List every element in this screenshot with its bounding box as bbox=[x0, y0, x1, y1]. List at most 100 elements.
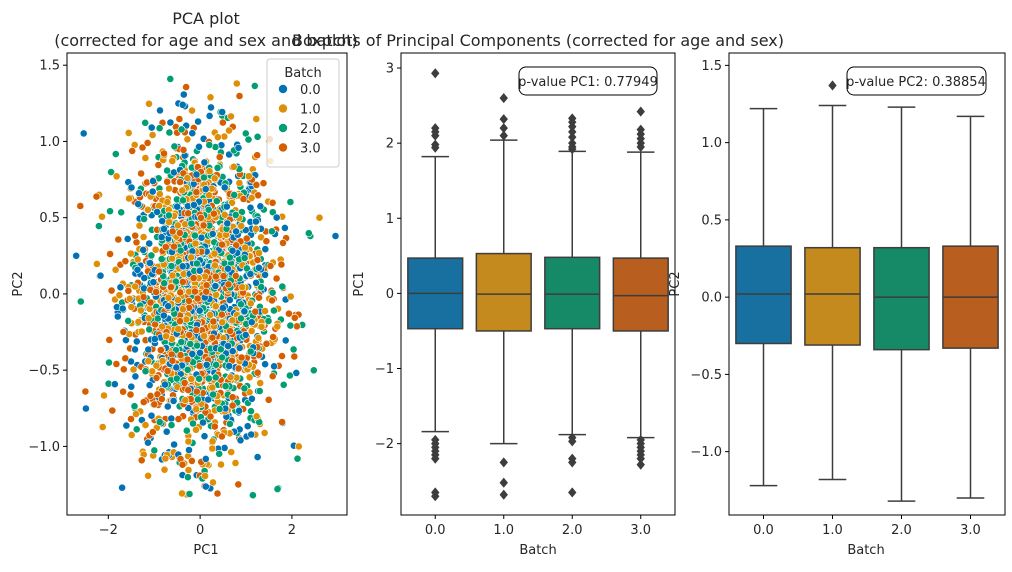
scatter-point bbox=[131, 231, 140, 240]
scatter-point bbox=[227, 448, 236, 456]
scatter-point bbox=[76, 202, 85, 210]
scatter-point bbox=[200, 432, 209, 441]
flier bbox=[499, 489, 508, 500]
scatter-point bbox=[192, 425, 200, 434]
pc2-xlabel: Batch bbox=[847, 543, 884, 558]
scatter-point bbox=[208, 333, 217, 342]
scatter-point bbox=[253, 368, 262, 377]
scatter-point bbox=[193, 395, 202, 404]
scatter-point bbox=[176, 246, 185, 255]
scatter-point bbox=[183, 135, 192, 144]
scatter-point bbox=[126, 390, 135, 399]
scatter-point bbox=[286, 321, 295, 330]
scatter-point bbox=[235, 343, 244, 352]
scatter-point bbox=[122, 421, 131, 430]
scatter-point bbox=[251, 307, 260, 316]
pc1-axes: 0.0 1.0 2.0 3.0 −2 −1 0 1 2 3 bbox=[375, 52, 676, 538]
scatter-point bbox=[107, 168, 115, 176]
scatter-point bbox=[206, 93, 215, 102]
scatter-point bbox=[290, 352, 299, 361]
scatter-point bbox=[241, 330, 250, 339]
scatter-point bbox=[158, 356, 167, 365]
scatter-point bbox=[166, 75, 175, 83]
scatter-point bbox=[178, 489, 186, 498]
scatter-point bbox=[172, 363, 181, 372]
scatter-point bbox=[188, 106, 196, 115]
scatter-point bbox=[170, 242, 178, 251]
scatter-point bbox=[294, 442, 303, 451]
y-tick-label: −2 bbox=[375, 437, 394, 452]
scatter-point bbox=[257, 322, 266, 331]
scatter-point bbox=[315, 213, 324, 222]
scatter-point bbox=[181, 396, 190, 405]
scatter-point bbox=[192, 259, 201, 268]
scatter-point bbox=[254, 293, 263, 302]
scatter-point bbox=[175, 115, 184, 123]
scatter-point bbox=[178, 262, 187, 271]
flier bbox=[828, 80, 837, 91]
scatter-point bbox=[127, 430, 136, 439]
scatter-point bbox=[225, 126, 233, 135]
scatter-point bbox=[157, 395, 166, 403]
scatter-point bbox=[72, 251, 81, 260]
flier bbox=[568, 457, 577, 468]
scatter-point bbox=[192, 405, 201, 414]
scatter-point bbox=[162, 427, 171, 436]
scatter-point bbox=[178, 305, 187, 314]
legend-marker bbox=[278, 103, 288, 114]
scatter-point bbox=[211, 261, 219, 270]
scatter-point bbox=[121, 257, 130, 266]
scatter-point bbox=[217, 460, 225, 469]
scatter-point bbox=[279, 380, 288, 389]
scatter-point bbox=[195, 362, 204, 370]
y-tick-label: 2 bbox=[386, 137, 394, 152]
scatter-point bbox=[220, 443, 229, 452]
scatter-point bbox=[144, 314, 153, 323]
scatter-point bbox=[188, 349, 197, 358]
scatter-point bbox=[224, 264, 232, 273]
scatter-point bbox=[201, 472, 209, 480]
scatter-point bbox=[262, 339, 271, 348]
box bbox=[612, 257, 669, 332]
scatter-point bbox=[155, 124, 164, 133]
scatter-point bbox=[140, 215, 148, 223]
scatter-point bbox=[111, 150, 120, 158]
scatter-point bbox=[248, 491, 257, 500]
scatter-point bbox=[257, 283, 265, 291]
scatter-point bbox=[237, 300, 245, 309]
scatter-point bbox=[131, 372, 140, 381]
scatter-point bbox=[152, 288, 160, 296]
scatter-point bbox=[147, 411, 156, 420]
y-tick-label: 0.0 bbox=[701, 291, 722, 306]
scatter-point bbox=[221, 382, 230, 391]
scatter-point bbox=[127, 415, 135, 423]
scatter-point bbox=[278, 282, 287, 291]
scatter-point bbox=[172, 374, 181, 383]
scatter-point bbox=[131, 345, 139, 354]
flier bbox=[499, 130, 508, 141]
scatter-point bbox=[98, 212, 106, 221]
scatter-point bbox=[252, 180, 261, 189]
scatter-point bbox=[227, 112, 235, 121]
scatter-point bbox=[235, 406, 243, 415]
scatter-point bbox=[147, 123, 156, 132]
flier bbox=[636, 453, 645, 464]
scatter-point bbox=[137, 327, 146, 336]
scatter-point bbox=[213, 489, 222, 498]
pca-scatter-panel: PCA plot (corrected for age and sex and … bbox=[11, 9, 358, 558]
scatter-point bbox=[132, 425, 141, 434]
scatter-point bbox=[228, 401, 237, 410]
scatter-point bbox=[264, 317, 273, 325]
x-tick-label: 0.0 bbox=[753, 523, 774, 538]
scatter-point bbox=[165, 184, 173, 193]
scatter-point bbox=[254, 191, 262, 200]
scatter-point bbox=[193, 341, 201, 350]
legend-marker bbox=[278, 123, 288, 133]
scatter-point bbox=[257, 233, 265, 242]
scatter-point bbox=[215, 153, 224, 161]
scatter-point bbox=[156, 346, 165, 354]
legend-label: 0.0 bbox=[300, 83, 321, 98]
scatter-point bbox=[177, 125, 186, 134]
scatter-point bbox=[150, 335, 159, 343]
scatter-point bbox=[152, 361, 161, 370]
